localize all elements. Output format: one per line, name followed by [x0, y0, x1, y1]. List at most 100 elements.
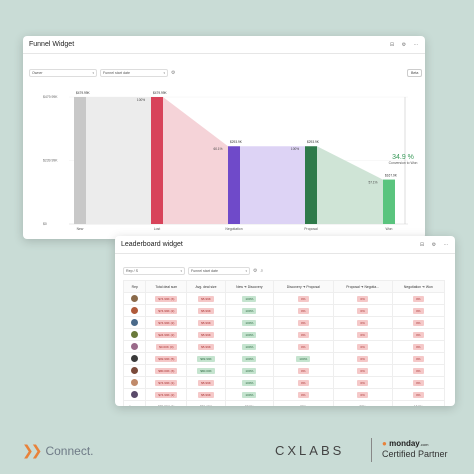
- conversion-badge: 0%: [413, 319, 424, 326]
- settings-icon[interactable]: ⚙: [401, 41, 407, 48]
- gear-icon[interactable]: ⚙: [171, 70, 176, 76]
- new-discovery-cell: 100%: [224, 316, 274, 329]
- owner-select[interactable]: Owner ▾: [29, 69, 97, 77]
- col-avg-deal-size[interactable]: Avg. deal size: [186, 280, 226, 293]
- connect-logo: ❯❯ Connect.: [22, 442, 94, 459]
- col-new-label: New: [236, 284, 243, 289]
- avatar: [131, 355, 139, 362]
- conversion-badge: 100%: [242, 355, 257, 362]
- discovery-proposal-cell: 0%: [272, 316, 334, 329]
- deal-sum-badge: $74.99K (3): [155, 295, 178, 302]
- more-icon[interactable]: ⋯: [413, 41, 419, 48]
- col-proposal-negotiation[interactable]: Proposal ➔ Negotia...: [332, 280, 393, 293]
- funnel-widget-title: Funnel Widget: [29, 41, 75, 48]
- col-negotiation-label: Negotia...: [364, 284, 379, 289]
- deal-sum-badge: $24.99K (2): [155, 331, 178, 338]
- col-discovery-label: Discovery: [247, 284, 263, 289]
- cxlabs-logo: CXLABS: [275, 443, 345, 458]
- conversion-badge: 0%: [413, 295, 424, 302]
- discovery-proposal-cell: 0%: [272, 388, 334, 401]
- negotiation-won-cell: 0%: [391, 340, 446, 353]
- y-tick-label: $479.99K: [43, 95, 58, 99]
- proposal-negotiation-cell: 0%: [332, 376, 393, 389]
- beta-button[interactable]: Beta: [407, 69, 423, 77]
- rep-cell: [122, 352, 147, 365]
- settings-icon[interactable]: ⚙: [431, 241, 437, 248]
- bar-value-label: $479.99K: [153, 91, 168, 95]
- negotiation-won-cell: 0%: [391, 328, 446, 341]
- discovery-proposal-cell: 0%: [272, 328, 334, 341]
- rep-cell: [122, 388, 147, 401]
- conversion-badge: 0%: [357, 295, 368, 302]
- rep-cell: [122, 292, 147, 305]
- table-row[interactable]: $74.99K (1) $5.99K 100% 0% 0% 0%: [122, 376, 446, 389]
- monday-dot-icon: ●: [382, 439, 387, 448]
- deal-sum-badge: $99.99K (5): [155, 355, 178, 362]
- conversion-badge: 100%: [242, 295, 257, 302]
- col-negotiation-won[interactable]: Negotiation ➔ Won: [391, 280, 446, 293]
- avg-avg-deal: $21.18K: [186, 400, 226, 406]
- arrow-right-icon: ➔: [243, 284, 248, 289]
- funnel-bar-new: [74, 97, 86, 224]
- col-total-deal-sum[interactable]: Total deal sum: [145, 280, 188, 293]
- table-row[interactable]: $99.99K (5) $99.99K 100% 100% 0% 0%: [122, 352, 446, 365]
- rep-cell: [122, 304, 147, 317]
- funnel-widget-header: Funnel Widget ⊟ ⚙ ⋯: [23, 36, 425, 54]
- avg-deal-cell: $5.99K: [186, 292, 226, 305]
- rep-select-label: Rep / S: [126, 269, 138, 273]
- conversion-badge: 100%: [242, 391, 257, 398]
- more-icon[interactable]: ⋯: [443, 241, 449, 248]
- discovery-proposal-cell: 0%: [272, 340, 334, 353]
- col-discovery-proposal[interactable]: Discovery ➔ Proposal: [272, 280, 334, 293]
- rep-cell: [122, 376, 147, 389]
- deal-sum-badge: $80.00K (3): [155, 367, 178, 374]
- chevron-down-icon: ▾: [163, 71, 165, 75]
- negotiation-won-cell: 0%: [391, 364, 446, 377]
- funnel-start-date-select[interactable]: Funnel start date ▾: [188, 267, 250, 275]
- conversion-badge: 0%: [413, 367, 424, 374]
- avatar: [131, 343, 139, 350]
- new-discovery-cell: 100%: [224, 328, 274, 341]
- conversion-badge: 0%: [413, 307, 424, 314]
- owner-select-label: Owner: [32, 71, 43, 75]
- col-rep[interactable]: Rep: [122, 280, 147, 293]
- table-row[interactable]: $80.00K (3) $80.00K 100% 0% 0% 0%: [122, 364, 446, 377]
- table-row[interactable]: $74.99K (3) $5.99K 100% 0% 0% 0%: [122, 292, 446, 305]
- table-row[interactable]: $0.00K (0) $5.99K 100% 0% 0% 0%: [122, 340, 446, 353]
- col-discovery-label: Discovery: [286, 284, 302, 289]
- gear-icon[interactable]: ⚙: [253, 268, 258, 274]
- conversion-badge: 0%: [357, 391, 368, 398]
- avg-negotiation-won: 12.5%: [391, 400, 446, 406]
- table-row[interactable]: $74.99K (2) $5.99K 100% 0% 0% 0%: [122, 304, 446, 317]
- step-percentage: 57.1%: [368, 181, 377, 185]
- new-discovery-cell: 100%: [224, 304, 274, 317]
- conversion-badge: 0%: [357, 355, 368, 362]
- deal-sum-badge: $74.99K (2): [155, 307, 178, 314]
- table-row[interactable]: $74.99K (2) $5.99K 100% 0% 0% 0%: [122, 316, 446, 329]
- search-icon[interactable]: ⌕: [260, 268, 264, 274]
- monday-partner-badge: ● monday.com Certified Partner: [382, 439, 448, 459]
- deal-sum-badge: $74.99K (2): [155, 319, 178, 326]
- rep-select[interactable]: Rep / S ▾: [123, 267, 185, 275]
- total-deal-cell: $74.99K (1): [145, 376, 188, 389]
- discovery-proposal-cell: 0%: [272, 292, 334, 305]
- negotiation-won-cell: 0%: [391, 352, 446, 365]
- conversion-badge: 0%: [357, 367, 368, 374]
- discovery-proposal-cell: 0%: [272, 376, 334, 389]
- conversion-badge: 0%: [357, 331, 368, 338]
- filter-icon[interactable]: ⊟: [419, 241, 425, 248]
- double-chevron-icon: ❯❯: [22, 442, 43, 458]
- average-row: Average $35.38K (1) $21.18K 97.5% 20% 23…: [122, 400, 446, 406]
- col-new-discovery[interactable]: New ➔ Discovery: [224, 280, 274, 293]
- funnel-start-date-select[interactable]: Funnel start date ▾: [100, 69, 168, 77]
- conversion-badge: 0%: [298, 307, 309, 314]
- filter-icon[interactable]: ⊟: [389, 41, 395, 48]
- table-row[interactable]: $24.99K (2) $5.99K 100% 0% 0% 0%: [122, 328, 446, 341]
- table-row[interactable]: $74.99K (2) $5.99K 100% 0% 0% 0%: [122, 388, 446, 401]
- chevron-down-icon: ▾: [245, 269, 247, 273]
- conversion-badge: 0%: [413, 355, 424, 362]
- avg-deal-cell: $5.99K: [186, 340, 226, 353]
- discovery-proposal-cell: 100%: [272, 352, 334, 365]
- funnel-chart: $479.99K $239.99K $0 $479.99K New $479.99K Los…: [43, 91, 408, 231]
- date-select-label: Funnel start date: [103, 71, 130, 75]
